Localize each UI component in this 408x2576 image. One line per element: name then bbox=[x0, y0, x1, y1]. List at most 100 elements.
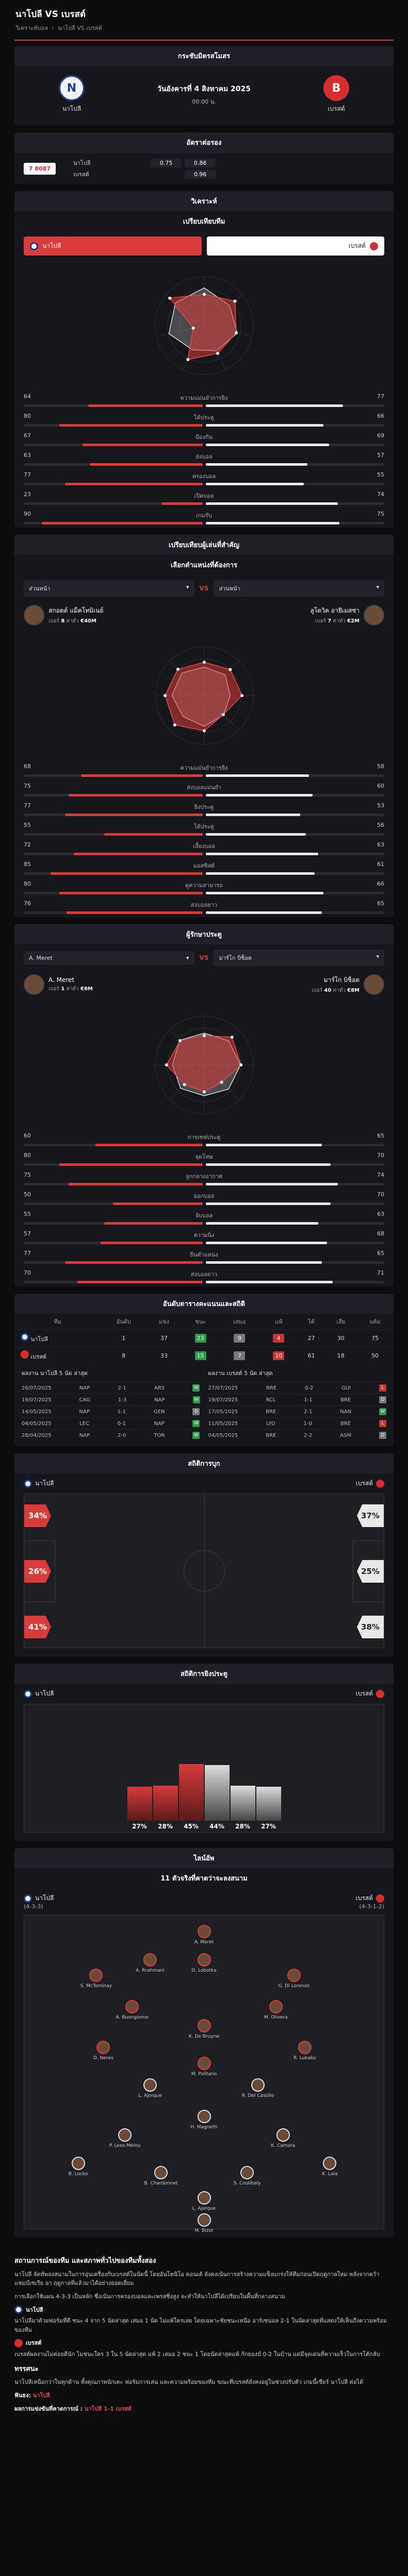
left-gk-select[interactable]: A. Meret ▾ bbox=[24, 951, 194, 965]
home-team-toggle[interactable]: นาโปลี bbox=[24, 236, 202, 256]
odds-handicap[interactable]: 0.75 bbox=[151, 158, 182, 167]
list-item[interactable]: 04/05/2025 BRE 2-2 ASM D bbox=[206, 1429, 388, 1441]
odds-price[interactable]: 0.86 bbox=[185, 158, 216, 167]
list-item[interactable]: 27/07/2025 BRE 0-2 GUI L bbox=[206, 1382, 388, 1394]
odds-handicap[interactable] bbox=[151, 173, 182, 175]
bookmaker-logo[interactable]: 7 8087 bbox=[24, 162, 56, 175]
cell: 75 bbox=[356, 1329, 394, 1347]
lineup-player[interactable]: L. Ajorque bbox=[132, 2078, 168, 2098]
cell-loss: 10 bbox=[259, 1347, 298, 1364]
lineup-player[interactable]: S. Coulibaly bbox=[229, 2166, 265, 2186]
stat-right-bar bbox=[205, 1144, 322, 1146]
radar-point bbox=[233, 299, 236, 303]
stat-left-value: 85 bbox=[24, 861, 31, 868]
lineup-player[interactable]: P. Lees-Melou bbox=[107, 2128, 143, 2148]
right-player-card[interactable]: ลูโดวิค อายีเมสซ่า เบอร์ 7 ค่าตัว €2M bbox=[211, 605, 384, 625]
stat-left-bar bbox=[68, 794, 203, 796]
lineup-player[interactable]: R. Del Castillo bbox=[240, 2078, 276, 2098]
stat-right-value: 74 bbox=[377, 491, 384, 498]
stat-row: 50 ออกบอล 70 bbox=[14, 1189, 394, 1208]
stat-right-bar bbox=[205, 892, 324, 894]
list-item[interactable]: 14/05/2025 NAP 1-1 GEN D bbox=[20, 1405, 202, 1417]
lineup-player[interactable]: A. Rrahmani bbox=[132, 1953, 168, 1973]
away-center-zone: 25% bbox=[357, 1560, 384, 1583]
match-away: TOR bbox=[154, 1432, 165, 1438]
lineup-player[interactable]: L. Ajorque bbox=[186, 2191, 222, 2211]
lineup-player[interactable]: M. Politano bbox=[186, 2056, 222, 2077]
lineup-player[interactable]: K. Camara bbox=[265, 2128, 301, 2148]
lineup-player[interactable]: G. Di Lorenzo bbox=[276, 1969, 312, 1989]
match-away: NAN bbox=[340, 1409, 352, 1415]
player-name: K. De Bruyne bbox=[188, 2033, 220, 2039]
lineup-player[interactable]: B. Chardonnet bbox=[143, 2166, 179, 2186]
match-home: NAP bbox=[79, 1409, 90, 1415]
stat-row: 77 ครองบอล 55 bbox=[14, 469, 394, 488]
away-lineup-label: เบรสต์ (4-3-1-2) bbox=[356, 1893, 384, 1910]
home-center-zone: 26% bbox=[24, 1560, 51, 1583]
team-radar-chart bbox=[155, 276, 253, 375]
lineup-player[interactable]: D. Neres bbox=[85, 2041, 121, 2061]
match-home: BRE bbox=[266, 1432, 276, 1438]
right-gk-card[interactable]: มาร์โก บิซ็อต เบอร์ 40 ค่าตัว €8M bbox=[211, 974, 384, 995]
stat-left-value: 72 bbox=[24, 841, 31, 848]
player-name: P. Lees-Melou bbox=[109, 2143, 141, 2149]
home-team[interactable]: N นาโปลี bbox=[43, 75, 100, 114]
list-item[interactable]: 04/05/2025 LEC 0-1 NAP W bbox=[20, 1417, 202, 1429]
stat-right-bar bbox=[205, 872, 315, 875]
avatar bbox=[197, 1953, 211, 1967]
cell: 1 bbox=[101, 1329, 146, 1347]
lineup-player[interactable]: R. Lukaku bbox=[287, 2041, 323, 2061]
player-number: 1 bbox=[61, 986, 65, 992]
lineup-player[interactable]: H. Magnetti bbox=[186, 2109, 222, 2130]
away-right-zone: 38% bbox=[357, 1616, 384, 1638]
right-position-select[interactable]: ส่วนหน้า ▾ bbox=[214, 580, 384, 597]
list-item[interactable]: 17/05/2025 BRE 2-1 NAN W bbox=[206, 1405, 388, 1417]
list-item[interactable]: 19/07/2025 CAG 1-3 NAP W bbox=[20, 1394, 202, 1405]
stat-right-value: 75 bbox=[377, 511, 384, 517]
cell: 33 bbox=[146, 1347, 182, 1364]
lineup-player[interactable]: A. Buongiorno bbox=[114, 2000, 150, 2020]
odds-price[interactable]: 0.96 bbox=[185, 170, 216, 179]
away-team-toggle[interactable]: เบรสต์ bbox=[206, 236, 384, 256]
lineup-player[interactable]: A. Meret bbox=[186, 1925, 222, 1945]
list-item[interactable]: 11/05/2025 LYO 1-0 BRE L bbox=[206, 1417, 388, 1429]
lineup-player[interactable]: M. Bizot bbox=[186, 2213, 222, 2233]
cell-win: 23 bbox=[182, 1329, 220, 1347]
lineup-player[interactable]: K. Lala bbox=[312, 2157, 348, 2177]
radar-point bbox=[216, 351, 219, 355]
away-team[interactable]: B เบรสต์ bbox=[308, 75, 365, 114]
odds-table: นาโปลี 0.75 0.86 เบรสต์ 0.96 bbox=[73, 157, 384, 180]
breadcrumb-home[interactable]: วิเคราะห์บอล bbox=[15, 25, 48, 31]
match-score: 1-0 bbox=[303, 1420, 313, 1427]
match-date: 04/05/2025 bbox=[22, 1420, 52, 1427]
list-item[interactable]: 28/04/2025 NAP 2-0 TOR W bbox=[20, 1429, 202, 1441]
shot-bar-label: 28% bbox=[235, 1823, 250, 1830]
lineup-player[interactable]: B. Locko bbox=[60, 2157, 96, 2177]
list-item[interactable]: 19/07/2025 RCL 1-1 BRE D bbox=[206, 1394, 388, 1405]
radar-point bbox=[234, 331, 238, 335]
stat-row: 70 ส่งบอลยาว 71 bbox=[14, 1267, 394, 1286]
stat-left-value: 57 bbox=[24, 1230, 31, 1237]
lineup-player[interactable]: D. Lobotka bbox=[186, 1953, 222, 1973]
left-position-select[interactable]: ส่วนหน้า ▾ bbox=[24, 580, 194, 597]
match-home: LEC bbox=[79, 1420, 90, 1427]
stat-left-bar bbox=[67, 911, 203, 914]
right-gk-select[interactable]: มาร์โก บิซ็อต ▾ bbox=[214, 950, 384, 966]
player-name: มาร์โก บิซ็อต bbox=[323, 976, 360, 984]
stat-left-value: 77 bbox=[24, 1250, 31, 1257]
left-player-card[interactable]: สกอตต์ แม็คโทมิเนย์ เบอร์ 8 ค่าตัว €40M bbox=[24, 605, 197, 625]
list-item[interactable]: 26/07/2025 NAP 2-1 ARS W bbox=[20, 1382, 202, 1394]
stat-left-value: 63 bbox=[24, 452, 31, 459]
left-gk-card[interactable]: A. Meret เบอร์ 1 ค่าตัว €6M bbox=[24, 974, 197, 995]
team-name: เบรสต์ bbox=[26, 2340, 42, 2347]
result-badge: W bbox=[192, 1432, 200, 1439]
lineup-player[interactable]: K. De Bruyne bbox=[186, 2019, 222, 2039]
player-name: B. Chardonnet bbox=[144, 2181, 178, 2187]
stat-right-value: 74 bbox=[377, 1172, 384, 1178]
lineup-player[interactable]: S. McTominay bbox=[78, 1969, 114, 1989]
stat-right-value: 66 bbox=[377, 880, 384, 887]
pitch-box bbox=[353, 1540, 384, 1602]
lineup-player[interactable]: M. Olivera bbox=[258, 2000, 294, 2020]
stat-right-bar bbox=[205, 794, 313, 796]
player-value: €6M bbox=[80, 986, 93, 992]
